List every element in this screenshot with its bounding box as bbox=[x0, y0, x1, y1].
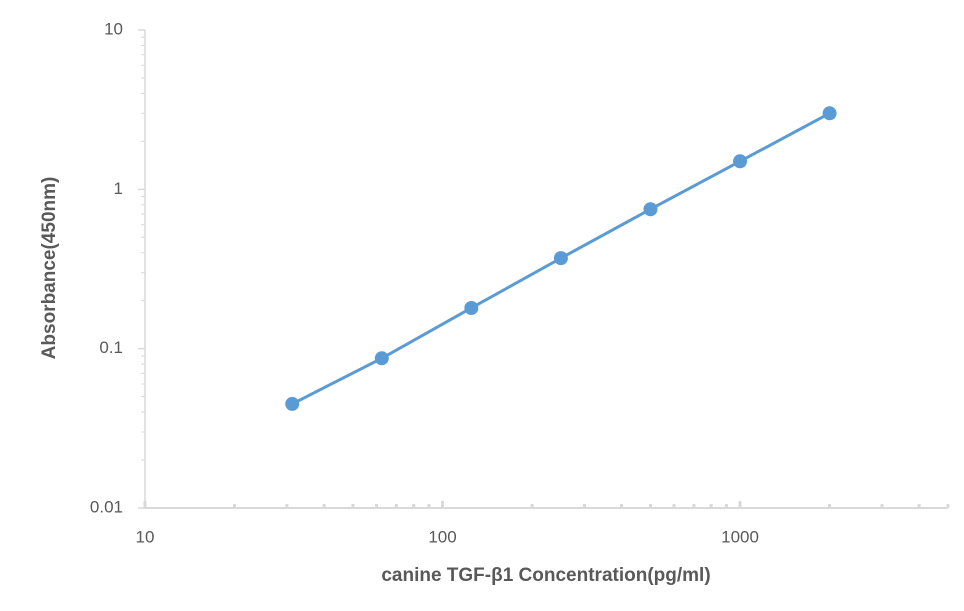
y-tick-label: 0.1 bbox=[99, 338, 123, 357]
y-axis-title: Absorbance(450nm) bbox=[39, 177, 60, 360]
x-tick-label: 100 bbox=[428, 527, 456, 546]
y-tick-label: 10 bbox=[104, 19, 123, 38]
data-point bbox=[822, 106, 837, 121]
data-point bbox=[553, 251, 568, 266]
data-point bbox=[643, 202, 658, 217]
x-tick-label: 1000 bbox=[721, 527, 759, 546]
y-tick-label: 0.01 bbox=[90, 497, 123, 516]
x-tick-label: 10 bbox=[136, 527, 155, 546]
data-point bbox=[733, 154, 748, 169]
x-axis-title: canine TGF-β1 Concentration(pg/ml) bbox=[381, 565, 710, 586]
data-point bbox=[285, 396, 300, 411]
data-point bbox=[374, 351, 389, 366]
data-point bbox=[464, 300, 479, 315]
y-tick-label: 1 bbox=[114, 179, 123, 198]
